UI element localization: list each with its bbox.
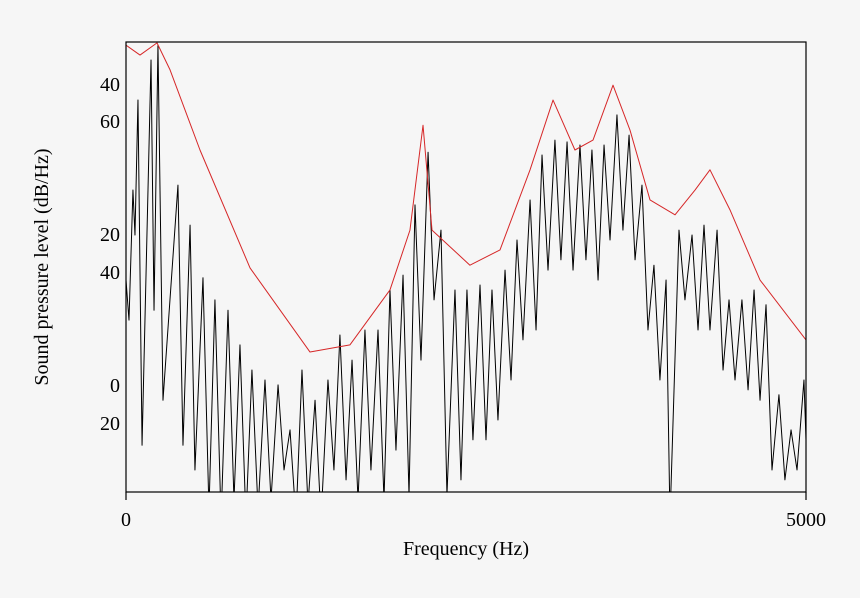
y-tick-label: 40	[100, 74, 120, 96]
y-tick-label: 20	[100, 224, 120, 246]
y-axis-label: Sound pressure level (dB/Hz)	[31, 148, 53, 385]
y-tick-label: 60	[100, 111, 120, 133]
y-tick-label: 20	[100, 413, 120, 435]
y-tick-label: 0	[110, 375, 120, 397]
y-tick-label: 40	[100, 262, 120, 284]
x-axis-label: Frequency (Hz)	[403, 538, 529, 560]
series-line	[126, 44, 806, 492]
x-tick-label: 5000	[786, 509, 826, 531]
plot-frame	[125, 41, 807, 493]
plot-area	[126, 42, 806, 492]
x-tick-label: 0	[121, 509, 131, 531]
series-line	[126, 42, 806, 353]
